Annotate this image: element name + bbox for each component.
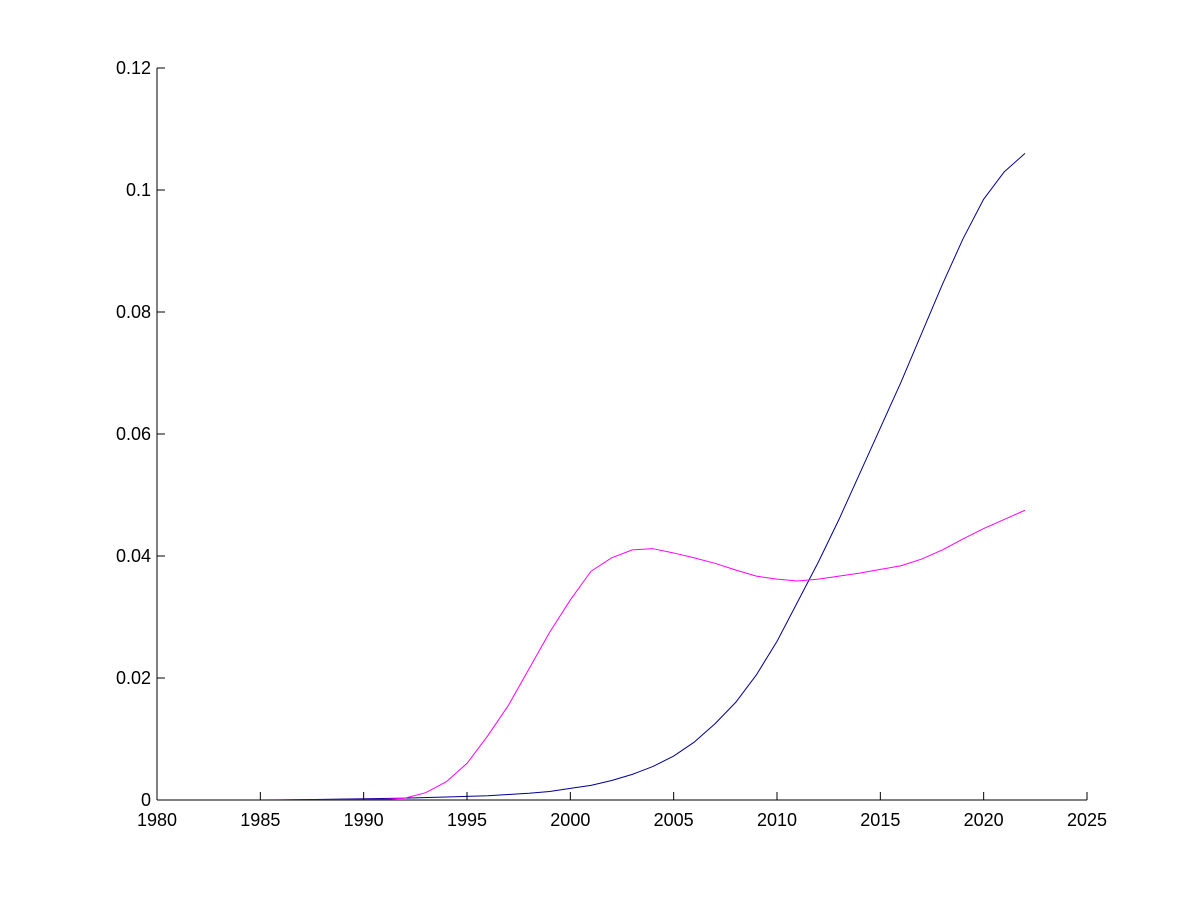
x-tick-label: 2020	[964, 810, 1004, 830]
y-tick-label: 0.02	[116, 668, 151, 688]
series-layer	[157, 153, 1026, 801]
x-tick-label: 1980	[137, 810, 177, 830]
x-tick-label: 2000	[550, 810, 590, 830]
x-tick-label: 2010	[757, 810, 797, 830]
x-tick-label: 1990	[344, 810, 384, 830]
axes-layer: 1980 1985 1990 1995 2000 2005 2010 2015 2020 2025…	[116, 58, 1107, 830]
y-tick-label: 0	[141, 790, 151, 810]
x-tick-label: 1995	[447, 810, 487, 830]
x-tick-label: 2005	[654, 810, 694, 830]
x-tick-label: 1985	[240, 810, 280, 830]
y-tick-label: 0.1	[126, 180, 151, 200]
y-tick-label: 0.06	[116, 424, 151, 444]
series-line-2	[157, 509, 1026, 801]
x-tick-label: 2025	[1067, 810, 1107, 830]
y-tick-label: 0.08	[116, 302, 151, 322]
y-tick-label: 0.12	[116, 58, 151, 78]
x-tick-label: 2015	[860, 810, 900, 830]
y-tick-label: 0.04	[116, 546, 151, 566]
